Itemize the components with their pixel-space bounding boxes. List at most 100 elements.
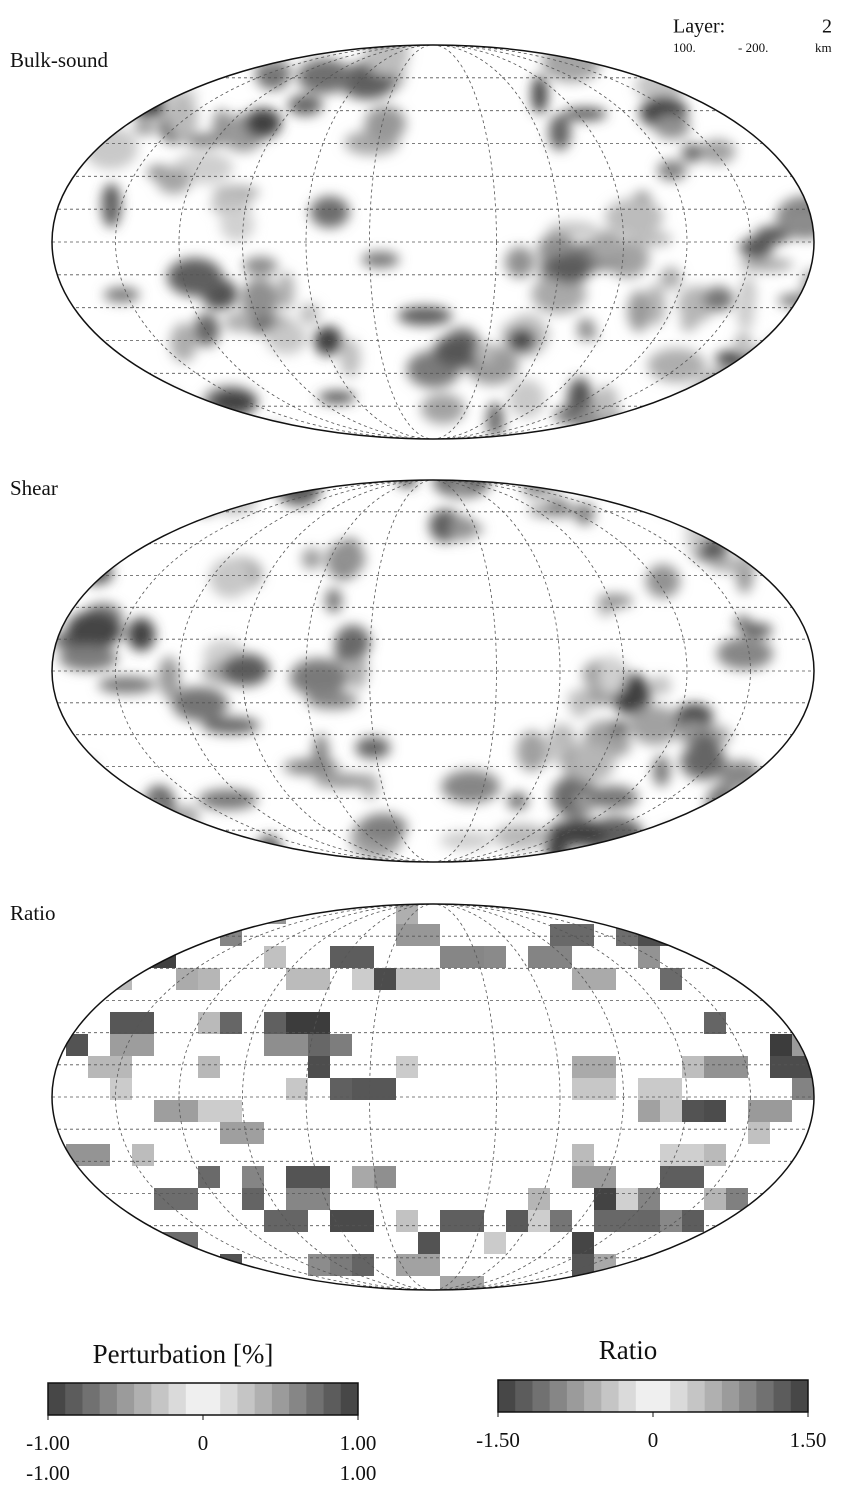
anomaly [647,348,706,382]
anomaly [598,656,625,695]
colorbar-segment [186,1383,204,1415]
anomaly [684,389,724,409]
anomaly [605,198,663,236]
anomaly [263,426,284,448]
anomaly [335,625,371,660]
colorbar-tick-label: 1.00 [340,1431,377,1455]
anomaly [242,1188,264,1210]
anomaly [278,272,295,310]
colorbar-segment [515,1380,533,1412]
anomaly [599,466,617,493]
anomaly [792,1276,836,1298]
anomaly [245,108,282,138]
anomaly [594,1254,616,1276]
anomaly [739,258,794,272]
anomaly [563,108,607,121]
anomaly [706,784,738,827]
anomaly [202,465,253,500]
colorbar-segment [169,1383,187,1415]
anomaly [242,1166,264,1188]
anomaly [814,1254,844,1276]
anomaly [330,1210,374,1232]
anomaly [173,842,214,859]
anomaly [264,946,286,968]
colorbar-segment [653,1380,671,1412]
anomaly [396,1210,418,1232]
anomaly [105,72,121,103]
anomaly [700,50,730,75]
colorbar-segment [567,1380,585,1412]
layer-number: 2 [822,16,832,38]
anomaly [792,1232,836,1254]
anomaly [132,1144,154,1166]
colorbar-segment [636,1380,654,1412]
anomaly [288,94,323,115]
anomaly [418,1232,440,1254]
colorbar-tick-label: -1.00 [26,1461,70,1485]
anomaly [616,924,638,946]
colorbar-segment [722,1380,740,1412]
anomaly [694,399,738,415]
anomaly [572,1232,594,1254]
anomaly [725,90,780,103]
anomaly [712,825,764,867]
colorbar-tick-label: -1.00 [26,1431,70,1455]
anomaly [639,415,696,443]
colorbar-tick-label: 1.50 [790,1428,827,1452]
anomaly [654,115,690,139]
anomaly [198,789,257,810]
anomaly [704,1056,748,1078]
anomaly [780,214,825,229]
anomaly [653,755,670,786]
colorbar-tick-label: -1.50 [476,1428,520,1452]
colorbar-segment [100,1383,118,1415]
map [52,902,844,1298]
anomaly [83,127,137,170]
anomaly [532,75,548,114]
anomaly [660,498,714,514]
anomaly [209,482,257,515]
anomaly [129,388,184,428]
anomaly [41,824,81,864]
anomaly [792,1034,836,1056]
anomaly [66,1144,110,1166]
anomaly [494,824,549,849]
colorbar-tick-label: 0 [198,1431,209,1455]
depth-bottom: - 200. [738,40,768,55]
anomaly [396,968,440,990]
anomaly [682,144,703,162]
anomaly [421,393,465,423]
anomaly [362,252,400,268]
anomaly [708,558,760,572]
anomaly [663,468,711,508]
colorbar-segment [237,1383,255,1415]
anomaly [732,383,763,422]
anomaly [330,946,374,968]
layer-label: Layer: [673,16,725,38]
anomaly [149,846,187,859]
colorbar-segment [619,1380,637,1412]
anomaly [792,1254,836,1276]
colorbar-segment [255,1383,273,1415]
anomaly [326,541,366,576]
anomaly [741,623,773,637]
anomaly [700,139,735,164]
anomaly [475,342,495,364]
anomaly [609,720,629,735]
anomaly [154,1188,198,1210]
anomaly [646,564,681,598]
colorbar-segment [117,1383,135,1415]
anomaly [374,968,396,990]
anomaly [308,1034,330,1056]
anomaly [599,849,623,875]
anomaly [528,1188,550,1210]
anomaly [660,902,682,924]
anomaly [814,1188,844,1210]
anomaly [506,1210,528,1232]
anomaly [507,792,528,809]
anomaly [172,416,218,437]
anomaly [286,1188,330,1210]
anomaly [187,471,225,514]
anomaly [374,1166,396,1188]
colorbar-segment [324,1383,342,1415]
